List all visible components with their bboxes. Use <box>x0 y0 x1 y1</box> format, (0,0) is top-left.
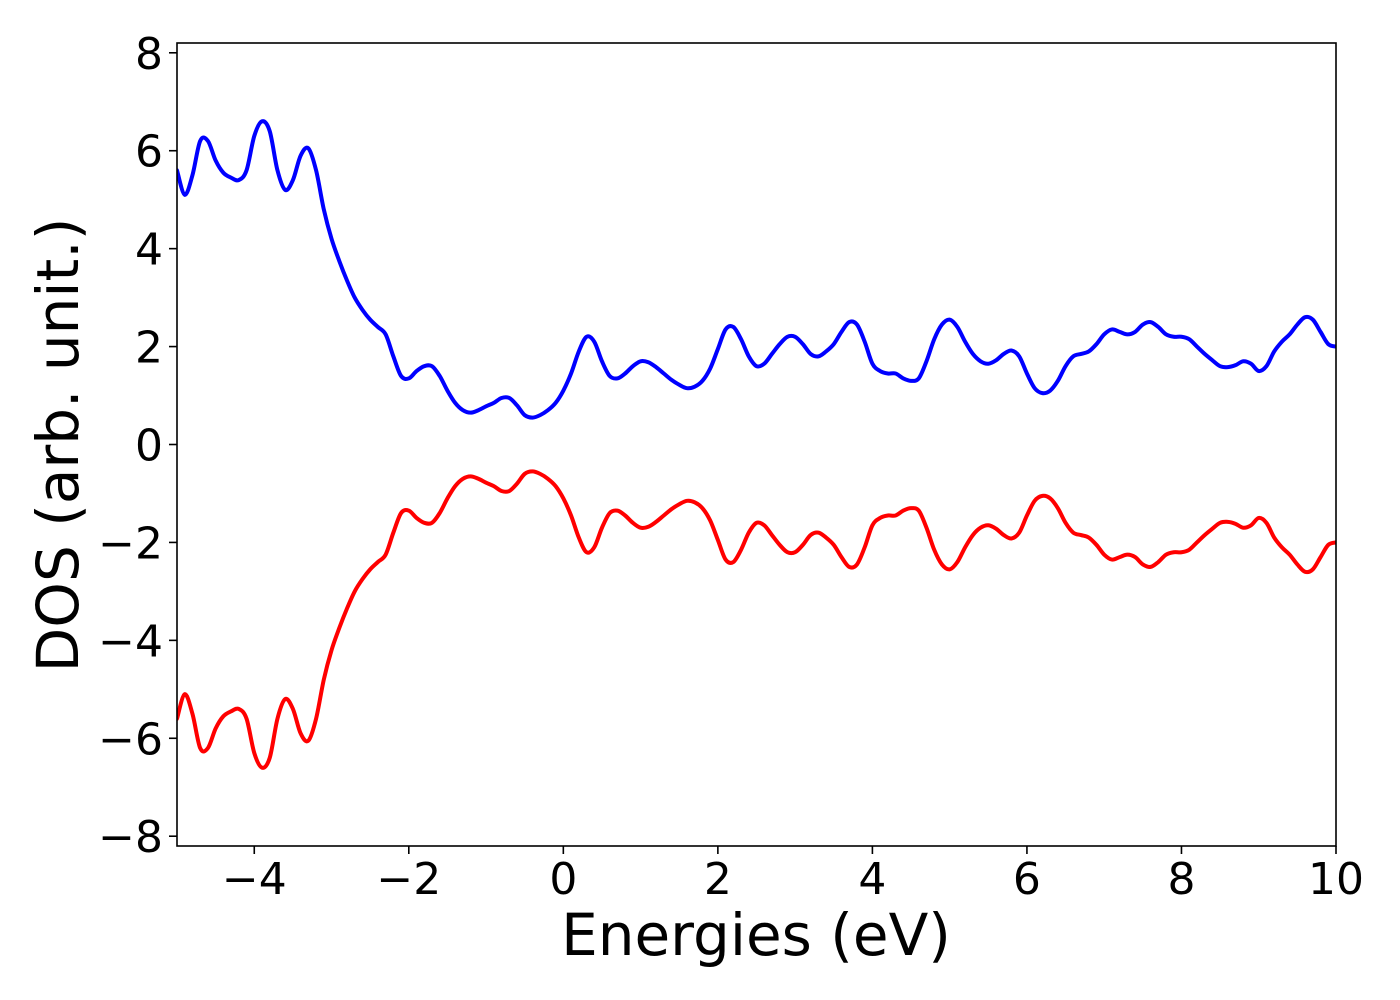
plot-frame <box>176 42 1337 847</box>
y-tick-label: 4 <box>135 225 163 276</box>
series-line-1 <box>177 469 1336 770</box>
x-tick-label: 8 <box>1167 854 1195 905</box>
y-tick-label: −4 <box>98 616 163 667</box>
y-tick-label: −6 <box>98 714 163 765</box>
x-tick-label: 4 <box>858 854 886 905</box>
series-layer <box>177 119 1336 770</box>
x-tick-label: 6 <box>1013 854 1041 905</box>
series-line-0 <box>177 119 1336 420</box>
x-tick-label: 2 <box>704 854 732 905</box>
x-tick-label: 10 <box>1308 854 1364 905</box>
y-tick-label: 2 <box>135 323 163 374</box>
x-axis: −4 −2 0 2 4 6 8 10 <box>222 846 1364 905</box>
y-tick-label: 8 <box>135 29 163 80</box>
y-axis-label: DOS (arb. unit.) <box>24 218 92 673</box>
y-axis: −8 −6 −4 −2 0 2 4 6 8 <box>98 29 177 863</box>
y-tick-label: 0 <box>135 421 163 472</box>
x-tick-label: −4 <box>222 854 287 905</box>
x-tick-label: 0 <box>549 854 577 905</box>
y-tick-label: 6 <box>135 127 163 178</box>
y-tick-label: −8 <box>98 812 163 863</box>
y-tick-label: −2 <box>98 518 163 569</box>
x-tick-label: −2 <box>376 854 441 905</box>
x-axis-label: Energies (eV) <box>561 901 951 969</box>
